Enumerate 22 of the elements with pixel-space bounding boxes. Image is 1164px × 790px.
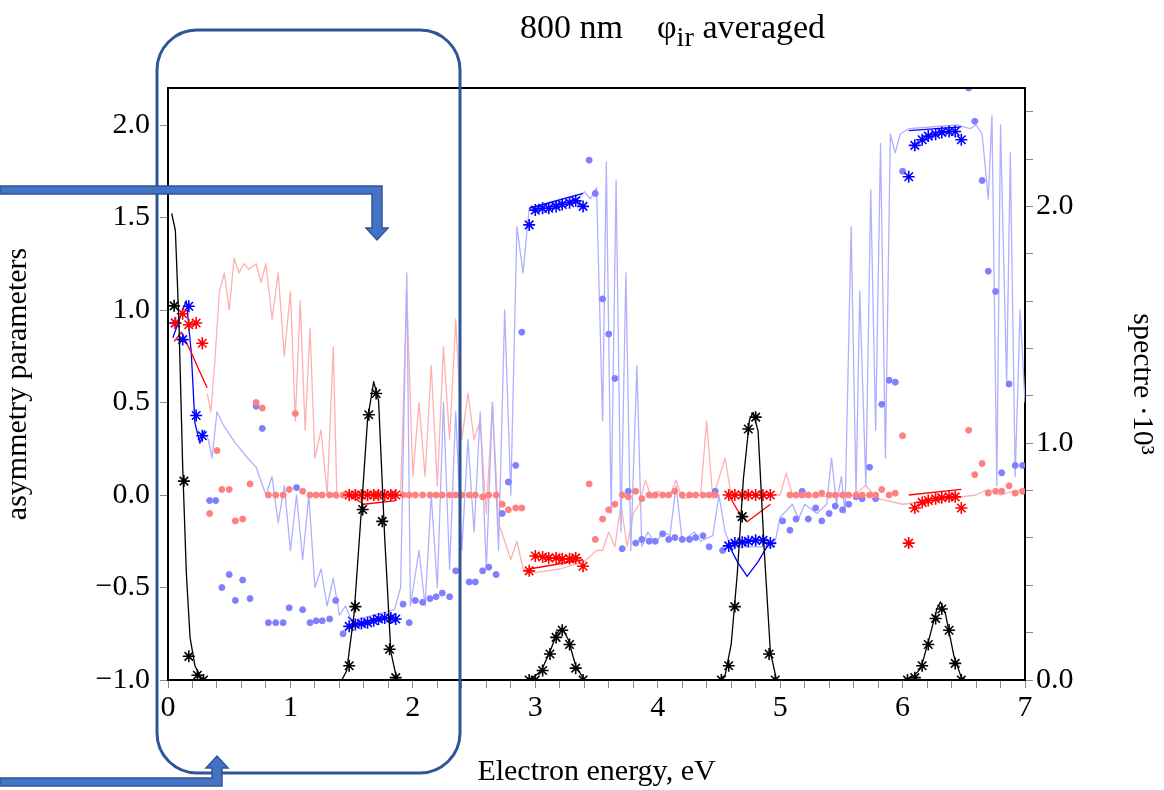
y-axis-title: asymmetry parameters [0, 247, 32, 521]
x-tick-label: 0 [160, 688, 176, 722]
chart-title: 800 nm φ$_{ir}$ averaged [520, 8, 826, 53]
y-tick-label: −0.5 [95, 568, 150, 602]
y2-tick-label: 2.0 [1036, 187, 1074, 221]
x-tick-label: 3 [527, 688, 543, 722]
y-tick-label: −1.0 [95, 660, 150, 694]
x-tick-label: 5 [772, 688, 788, 722]
x-tick-label: 2 [405, 688, 421, 722]
y-tick-label: 1.5 [112, 198, 150, 232]
x-tick-label: 6 [895, 688, 911, 722]
y-tick-label: 0.5 [112, 383, 150, 417]
y-tick-label: 2.0 [112, 105, 150, 139]
x-axis-title: Electron energy, eV [477, 752, 716, 786]
y2-tick-label: 1.0 [1036, 424, 1074, 458]
y2-axis-title: spectre ·10³ [1128, 313, 1162, 455]
y2-tick-label: 0.0 [1036, 660, 1074, 694]
x-tick-label: 1 [282, 688, 298, 722]
y-tick-label: 0.0 [112, 475, 150, 509]
y-tick-label: 1.0 [112, 290, 150, 324]
x-tick-label: 4 [650, 688, 666, 722]
x-tick-label: 7 [1017, 688, 1033, 722]
